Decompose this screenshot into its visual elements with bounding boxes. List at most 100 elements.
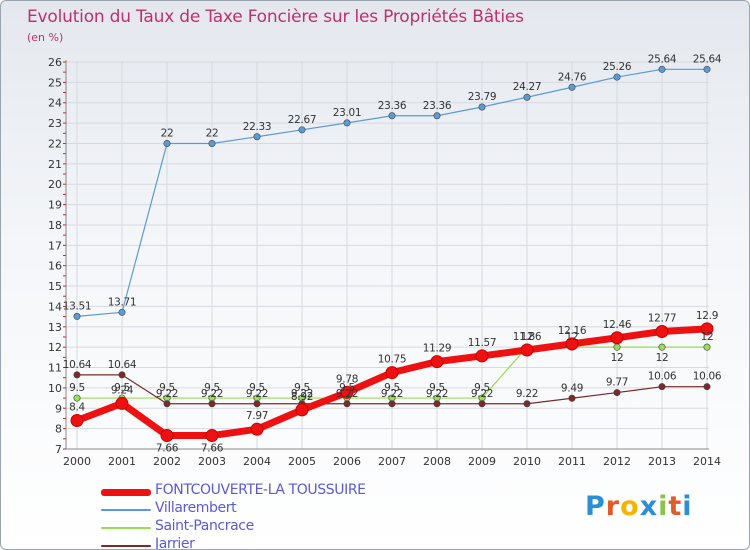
data-point — [250, 422, 264, 436]
x-tick-label: 2013 — [648, 455, 676, 468]
data-label: 22.33 — [243, 121, 272, 133]
data-label: 7.66 — [201, 443, 224, 455]
data-point — [523, 400, 531, 408]
y-tick-label: 26 — [48, 56, 62, 69]
data-label: 9.5 — [114, 382, 130, 394]
data-label: 12 — [521, 331, 534, 343]
data-label: 9.22 — [246, 388, 268, 400]
data-point — [73, 371, 81, 379]
data-label: 9.22 — [156, 388, 178, 400]
data-point — [478, 103, 486, 111]
data-label: 10.64 — [108, 359, 137, 371]
data-label: 9.5 — [204, 382, 220, 394]
data-point — [658, 343, 666, 351]
logo-letter: x — [639, 491, 659, 522]
data-label: 9.22 — [291, 388, 313, 400]
y-tick-label: 9 — [55, 402, 62, 415]
data-point — [163, 400, 171, 408]
x-tick-label: 2005 — [288, 455, 316, 468]
y-tick-label: 24 — [48, 97, 62, 110]
data-label: 9.5 — [384, 382, 400, 394]
data-point — [658, 383, 666, 391]
data-point — [568, 83, 576, 91]
legend-label-jarrier: Jarrier — [155, 536, 195, 550]
y-tick-label: 25 — [48, 76, 62, 89]
y-tick-label: 18 — [48, 219, 62, 232]
data-label: 9.22 — [516, 388, 538, 400]
y-tick-label: 17 — [48, 239, 62, 252]
data-label: 9.5 — [159, 382, 175, 394]
data-point — [385, 366, 399, 380]
data-label: 12 — [701, 331, 714, 343]
x-tick-label: 2004 — [243, 455, 271, 468]
data-label: 10.64 — [63, 359, 92, 371]
x-tick-label: 2014 — [693, 455, 721, 468]
x-tick-label: 2006 — [333, 455, 361, 468]
data-point — [565, 337, 579, 351]
data-point — [520, 343, 534, 357]
data-point — [703, 343, 711, 351]
data-point — [658, 65, 666, 73]
x-tick-label: 2008 — [423, 455, 451, 468]
data-label: 9.5 — [474, 382, 490, 394]
y-tick-label: 8 — [55, 423, 62, 436]
data-label: 23.01 — [333, 107, 362, 119]
x-tick-label: 2000 — [63, 455, 91, 468]
data-label: 9.78 — [336, 373, 358, 385]
data-label: 9.24 — [111, 384, 134, 396]
data-point — [295, 403, 309, 417]
data-point — [568, 394, 576, 402]
legend-label-villarembert: Villarembert — [155, 500, 237, 516]
data-point — [340, 385, 354, 399]
logo-letter: P — [585, 491, 606, 522]
data-point — [388, 400, 396, 408]
y-tick-label: 16 — [48, 260, 62, 273]
y-tick-label: 22 — [48, 137, 62, 150]
data-point — [433, 400, 441, 408]
data-label: 24.76 — [558, 71, 587, 83]
data-label: 9.5 — [294, 382, 310, 394]
data-label: 25.26 — [603, 61, 632, 73]
legend-swatch-saint-pancrace — [101, 527, 151, 529]
logo-letter: t — [668, 491, 683, 522]
data-label: 9.5 — [249, 382, 265, 394]
data-label: 13.51 — [63, 300, 92, 312]
data-point — [343, 119, 351, 127]
data-label: 23.79 — [468, 91, 497, 103]
y-tick-label: 13 — [48, 321, 62, 334]
data-point — [208, 400, 216, 408]
data-label: 11.86 — [513, 331, 542, 343]
data-label: 23.36 — [378, 100, 407, 112]
data-label: 12 — [656, 352, 669, 364]
data-label: 9.22 — [381, 388, 403, 400]
y-tick-label: 7 — [55, 443, 62, 456]
data-point — [613, 73, 621, 81]
logo-letter: o — [620, 491, 640, 522]
data-label: 22.67 — [288, 114, 317, 126]
data-label: 10.06 — [648, 371, 677, 383]
data-point — [298, 126, 306, 134]
x-tick-label: 2012 — [603, 455, 631, 468]
data-label: 11.29 — [423, 343, 452, 355]
data-label: 8.4 — [69, 401, 85, 413]
series-fontcouverte-la-toussuire — [70, 322, 714, 443]
data-point — [253, 400, 261, 408]
data-label: 12.9 — [696, 310, 718, 322]
y-tick-label: 19 — [48, 199, 62, 212]
y-tick-label: 23 — [48, 117, 62, 130]
logo-letter: i — [682, 491, 693, 522]
y-tick-label: 21 — [48, 158, 62, 171]
data-label: 25.64 — [693, 53, 722, 65]
data-point — [703, 65, 711, 73]
data-point — [610, 331, 624, 345]
data-point — [118, 371, 126, 379]
data-point — [205, 429, 219, 443]
x-tick-label: 2003 — [198, 455, 226, 468]
data-label: 12.16 — [558, 325, 587, 337]
data-label: 9.5 — [429, 382, 445, 394]
y-tick-label: 14 — [48, 300, 62, 313]
data-point — [475, 349, 489, 363]
data-label: 12 — [611, 352, 624, 364]
data-label: 24.27 — [513, 81, 542, 93]
